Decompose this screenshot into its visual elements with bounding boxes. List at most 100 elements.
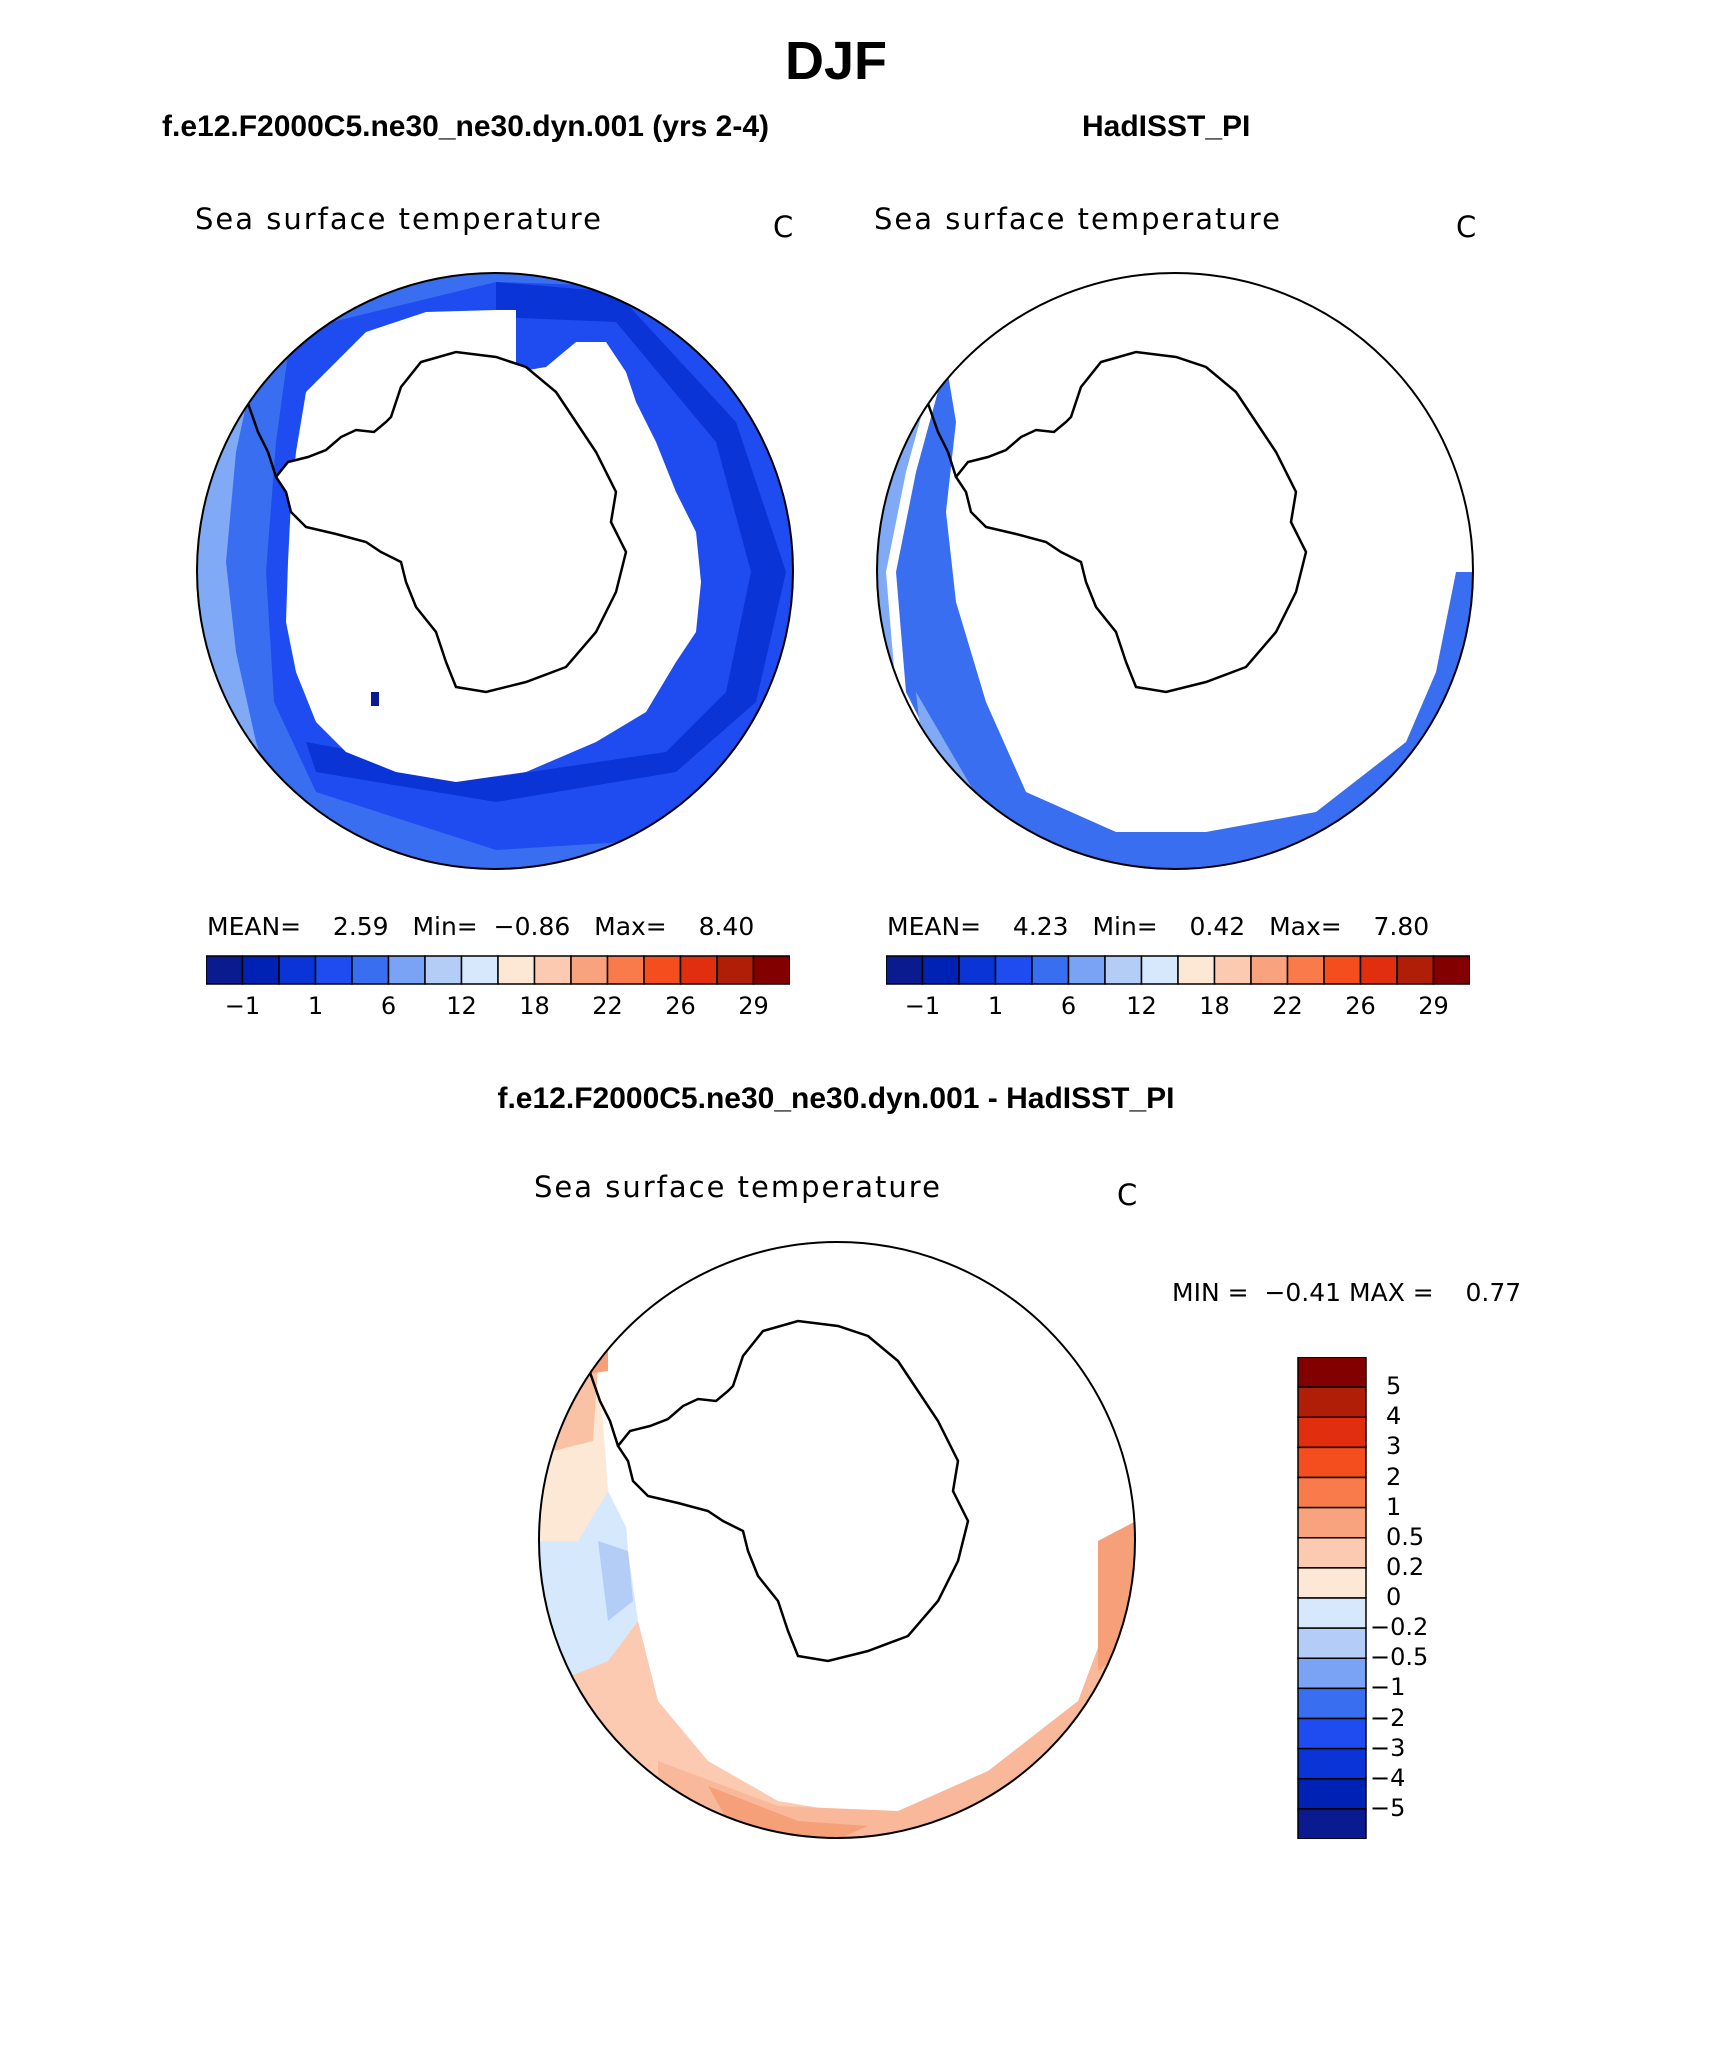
- model-colorbar-tick-label: 29: [738, 992, 769, 1020]
- model-sst-map: [196, 272, 794, 870]
- obs-min-value: 0.42: [1189, 912, 1246, 941]
- obs-colorbar-tick-label: 6: [1060, 992, 1077, 1020]
- model-colorbar-swatch: [387, 955, 426, 985]
- obs-max-value: 7.80: [1373, 912, 1430, 941]
- diff-map-border: [538, 1241, 1136, 1839]
- model-min-label: Min=: [412, 912, 478, 941]
- obs-colorbar: [886, 955, 1470, 985]
- diff-min-value: −0.41: [1264, 1278, 1342, 1307]
- obs-colorbar-swatch: [1140, 955, 1179, 985]
- obs-stats: MEAN= 4.23 Min= 0.42 Max= 7.80: [887, 912, 1429, 941]
- model-colorbar-swatch: [314, 955, 353, 985]
- diff-sst-map: [538, 1241, 1136, 1839]
- obs-colorbar-tick-label: 29: [1418, 992, 1449, 1020]
- obs-map-border: [876, 272, 1474, 870]
- model-colorbar-swatch: [497, 955, 536, 985]
- model-colorbar-swatch: [606, 955, 645, 985]
- obs-colorbar-tick-label: 18: [1199, 992, 1230, 1020]
- obs-colorbar-swatch: [1031, 955, 1070, 985]
- diff-colorbar-tick-label: −2: [1370, 1703, 1406, 1732]
- model-colorbar-tick-label: 26: [665, 992, 696, 1020]
- obs-max-label: Max=: [1269, 912, 1342, 941]
- diff-colorbar-tick-label: −1: [1370, 1673, 1406, 1702]
- obs-colorbar-swatch: [1177, 955, 1216, 985]
- model-max-label: Max=: [594, 912, 667, 941]
- diff-antarctica-coastline: [616, 1319, 970, 1663]
- diff-variable-label: Sea surface temperature: [534, 1170, 942, 1204]
- model-colorbar-tick-label: 1: [307, 992, 324, 1020]
- diff-colorbar-tick-label: 0.2: [1386, 1552, 1425, 1581]
- diff-colorbar-swatch: [1297, 1567, 1367, 1599]
- diff-colorbar-swatch: [1297, 1476, 1367, 1509]
- obs-colorbar-swatch: [958, 955, 997, 985]
- model-mean-value: 2.59: [332, 912, 389, 941]
- diff-colorbar-swatch: [1297, 1537, 1367, 1569]
- diff-panel-title: f.e12.F2000C5.ne30_ne30.dyn.001 - HadISS…: [497, 1082, 1175, 1115]
- diff-colorbar-swatch: [1297, 1808, 1367, 1839]
- model-colorbar-swatch: [206, 955, 244, 985]
- diff-colorbar-swatch: [1297, 1446, 1367, 1479]
- model-variable-label: Sea surface temperature: [195, 202, 603, 236]
- diff-colorbar-swatch: [1297, 1657, 1367, 1690]
- obs-colorbar-swatch: [994, 955, 1033, 985]
- obs-sst-map: [876, 272, 1474, 870]
- diff-colorbar-tick-label: 5: [1386, 1372, 1402, 1401]
- model-colorbar-tick-label: −1: [224, 992, 261, 1020]
- model-peninsula-coastline: [242, 391, 278, 478]
- diff-west-cool: [539, 1491, 638, 1681]
- obs-colorbar-ticks: −1 1 6 12 18 22 26 29: [886, 992, 1470, 1026]
- diff-colorbar-swatch: [1297, 1357, 1367, 1388]
- diff-colorbar-tick-label: −4: [1370, 1763, 1406, 1792]
- obs-colorbar-swatch: [1396, 955, 1435, 985]
- diff-colorbar-tick-label: 4: [1386, 1402, 1402, 1431]
- obs-colorbar-tick-label: 12: [1126, 992, 1157, 1020]
- diff-colorbar-tick-label: −5: [1370, 1793, 1406, 1822]
- diff-colorbar-swatch: [1297, 1717, 1367, 1750]
- diff-units-label: C: [1117, 1178, 1138, 1212]
- diff-colorbar-tick-label: −0.2: [1370, 1613, 1429, 1642]
- model-mean-label: MEAN=: [207, 912, 302, 941]
- model-colorbar-tick-label: 18: [519, 992, 550, 1020]
- diff-colorbar-swatch: [1297, 1747, 1367, 1780]
- diff-west-cooler-patch: [598, 1541, 633, 1621]
- obs-colorbar-tick-label: 26: [1345, 992, 1376, 1020]
- model-stats: MEAN= 2.59 Min= −0.86 Max= 8.40: [207, 912, 754, 941]
- model-colorbar-tick-label: 22: [592, 992, 623, 1020]
- diff-colorbar-swatch: [1297, 1506, 1367, 1539]
- model-colorbar-swatch: [716, 955, 755, 985]
- diff-colorbar-swatch: [1297, 1778, 1367, 1810]
- obs-antarctica-coastline: [954, 350, 1308, 694]
- model-colorbar-tick-label: 12: [446, 992, 477, 1020]
- model-panel-title: f.e12.F2000C5.ne30_ne30.dyn.001 (yrs 2-4…: [162, 110, 770, 143]
- diff-max-label: MAX =: [1349, 1278, 1434, 1307]
- diff-colorbar-swatch: [1297, 1627, 1367, 1659]
- obs-colorbar-tick-label: −1: [904, 992, 941, 1020]
- obs-colorbar-swatch: [1213, 955, 1252, 985]
- obs-colorbar-swatch: [1250, 955, 1289, 985]
- model-colorbar-swatch: [351, 955, 390, 985]
- model-colorbar-swatch: [643, 955, 682, 985]
- obs-colorbar-tick-label: 22: [1272, 992, 1303, 1020]
- obs-mean-value: 4.23: [1012, 912, 1069, 941]
- diff-min-label: MIN =: [1172, 1278, 1249, 1307]
- model-min-value: −0.86: [493, 912, 571, 941]
- obs-colorbar-swatch: [1104, 955, 1143, 985]
- diff-colorbar-ticks: 5 4 3 2 1 0.5 0.2 0 −0.2 −0.5 −1 −2 −3 −4 −5: [1370, 1357, 1496, 1839]
- obs-panel-title: HadISST_PI: [1082, 110, 1251, 143]
- obs-min-label: Min=: [1092, 912, 1158, 941]
- model-colorbar-ticks: −1 1 6 12 18 22 26 29: [206, 992, 790, 1026]
- diff-colorbar-tick-label: −3: [1370, 1733, 1406, 1762]
- diff-stats: MIN = −0.41 MAX = 0.77: [1172, 1278, 1521, 1307]
- diff-max-value: 0.77: [1465, 1278, 1522, 1307]
- obs-peninsula-coastline: [922, 391, 958, 478]
- obs-colorbar-swatch: [1323, 955, 1362, 985]
- diff-colorbar-tick-label: 1: [1386, 1492, 1402, 1521]
- obs-colorbar-swatch: [1286, 955, 1325, 985]
- obs-colorbar-swatch: [1359, 955, 1398, 985]
- model-colorbar-swatch: [752, 955, 790, 985]
- diff-colorbar-swatch: [1297, 1416, 1367, 1449]
- model-units-label: C: [773, 210, 794, 244]
- obs-colorbar-swatch: [886, 955, 924, 985]
- diff-colorbar-swatch: [1297, 1687, 1367, 1720]
- diff-colorbar-tick-label: 0: [1386, 1583, 1402, 1611]
